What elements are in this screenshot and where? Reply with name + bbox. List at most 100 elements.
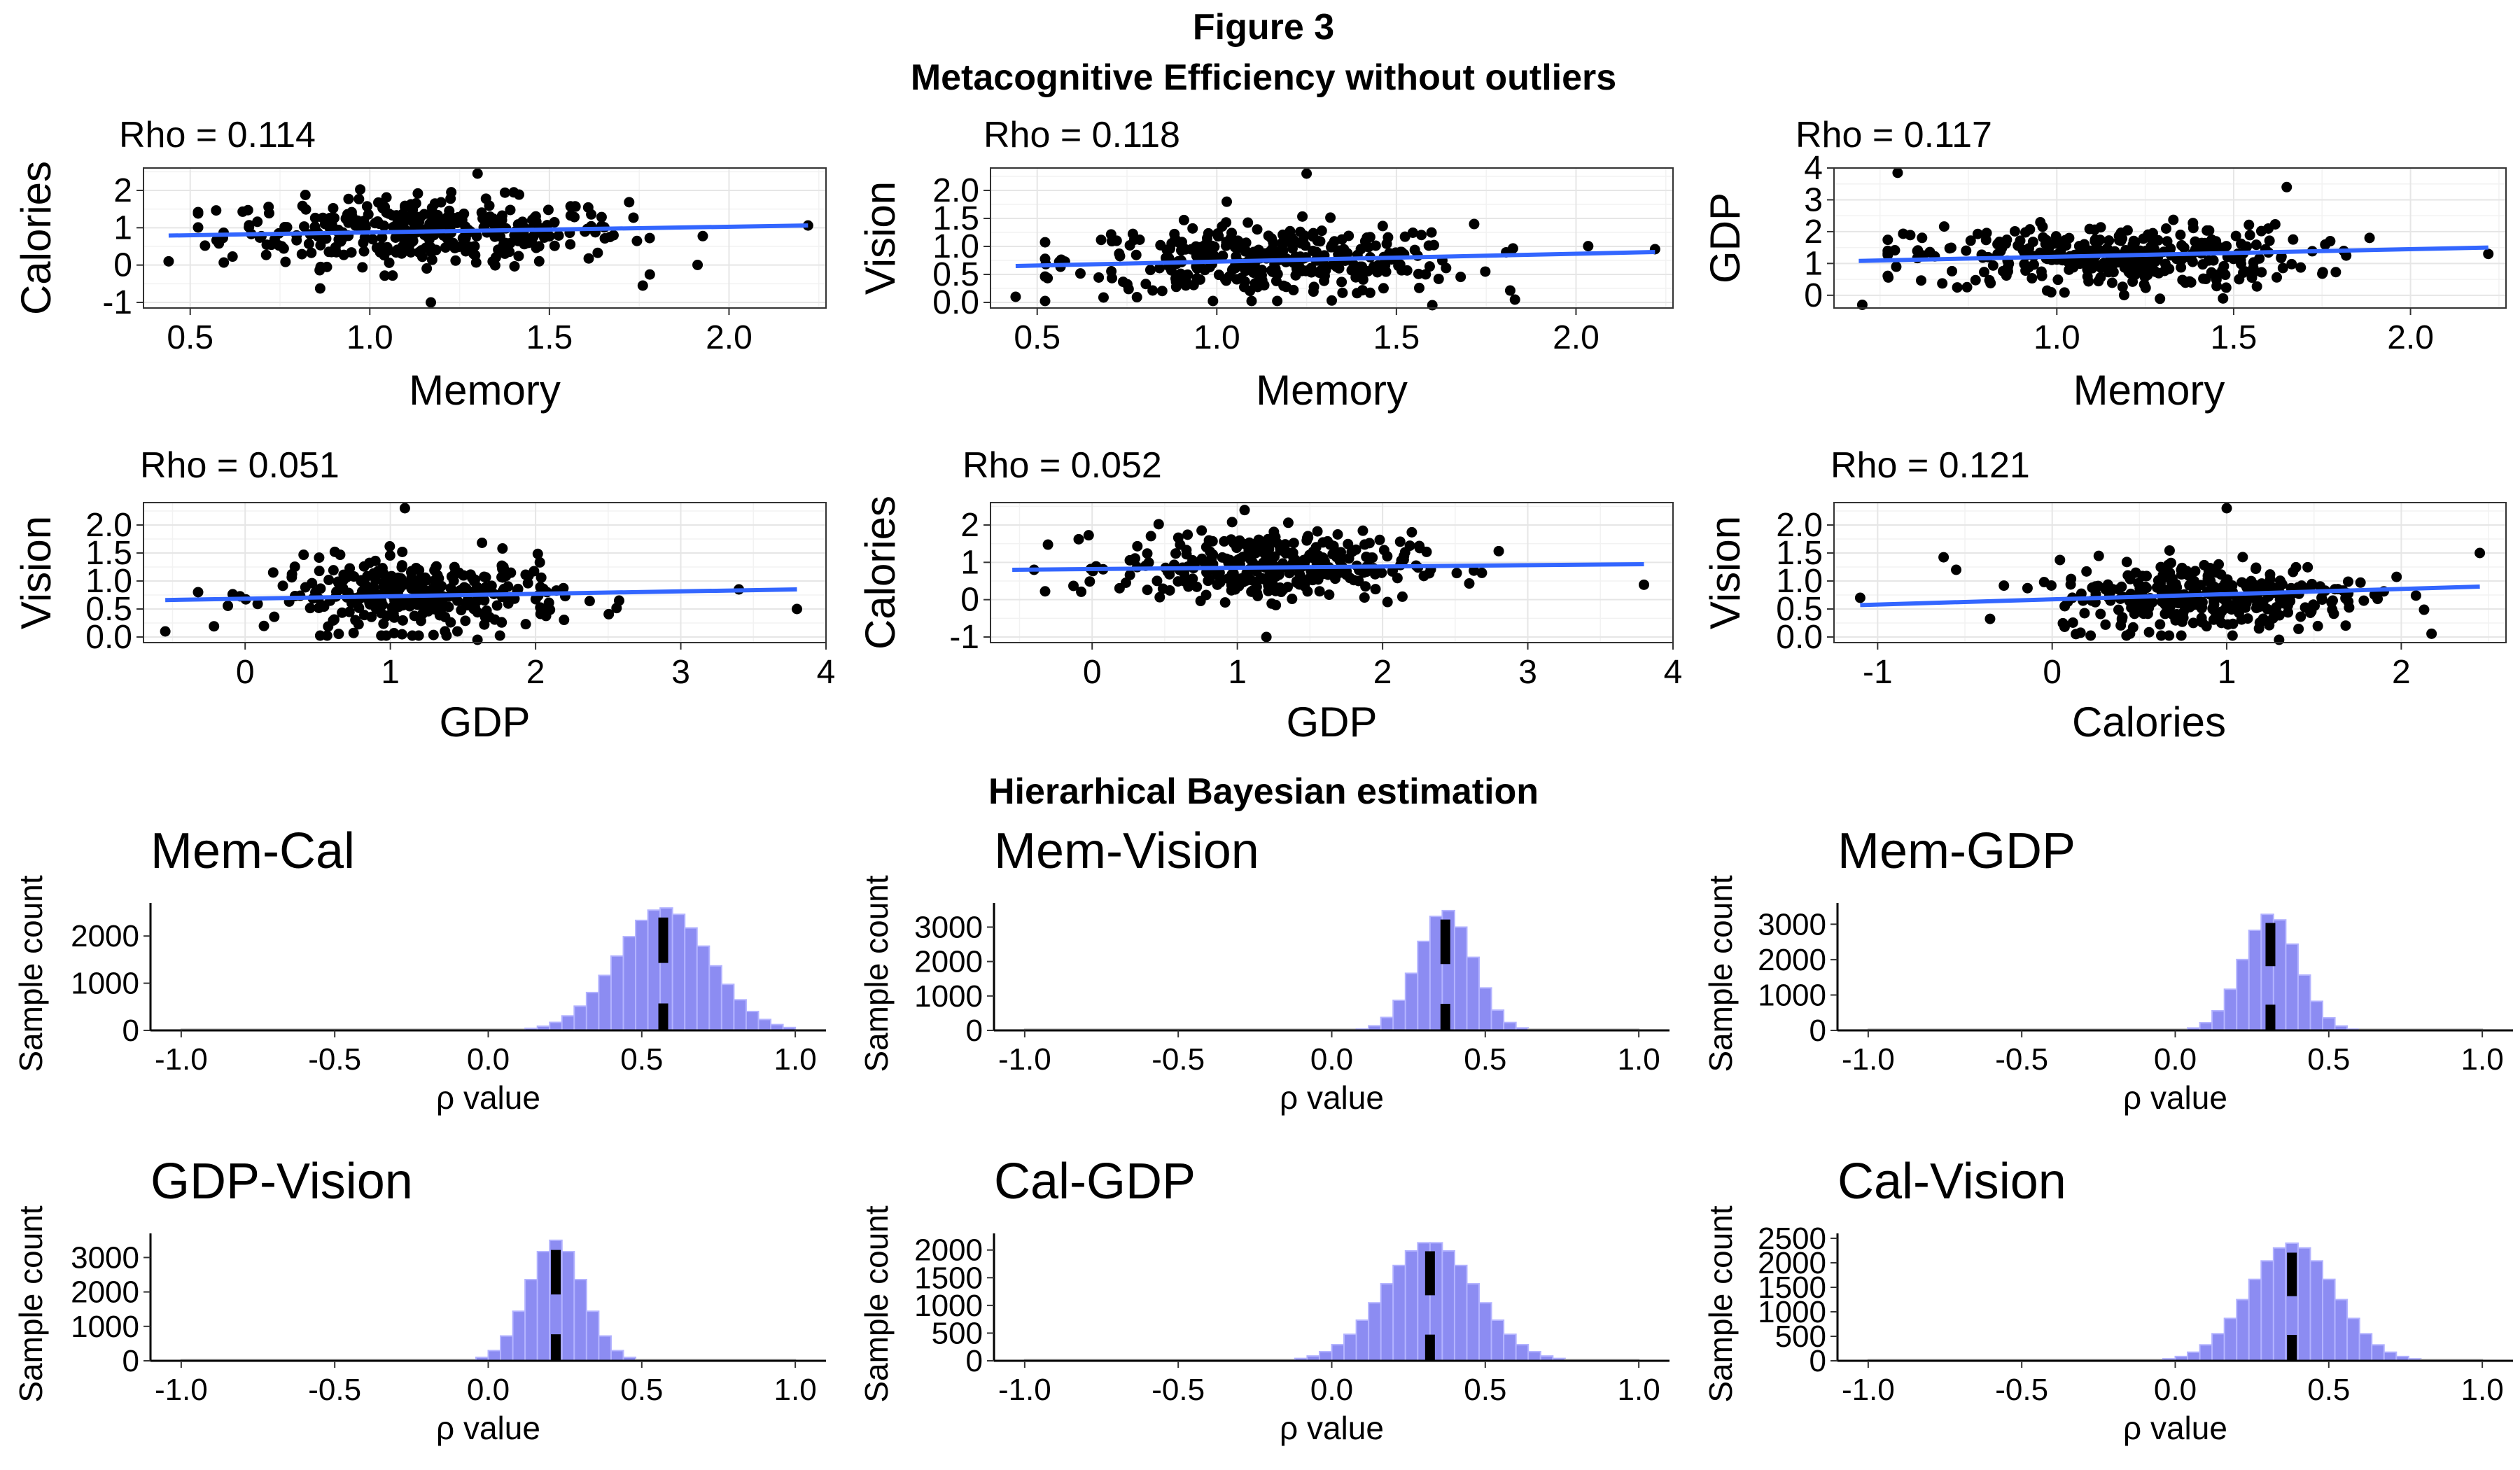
y-axis-title: Sample count — [858, 875, 895, 1072]
scatter-point — [512, 235, 524, 246]
scatter-point — [1328, 540, 1339, 552]
scatter-point — [1156, 286, 1168, 297]
scatter-point — [2115, 235, 2127, 246]
scatter-point — [1246, 295, 1257, 307]
scatter-point — [379, 270, 391, 281]
scatter-point — [160, 626, 171, 637]
scatter-point — [2188, 223, 2199, 234]
scatter-point — [1947, 265, 1958, 276]
scatter-point — [1106, 236, 1117, 247]
x-tick-label: -1.0 — [155, 1373, 208, 1407]
x-tick-label: 0.0 — [1310, 1373, 1353, 1407]
scatter-point — [2283, 607, 2294, 618]
scatter-point — [1469, 565, 1480, 576]
x-tick-label: 0.5 — [1014, 319, 1060, 356]
scatter-point — [1252, 590, 1264, 601]
x-tick-label: 0 — [2043, 654, 2062, 691]
x-tick-label: 3 — [1518, 654, 1537, 691]
scatter-point — [1226, 517, 1238, 528]
rho-label: Rho = 0.052 — [962, 445, 1162, 486]
histogram-bar — [487, 1350, 502, 1362]
histogram-bar — [1380, 1282, 1394, 1362]
scatter-point — [1308, 231, 1319, 242]
scatter-point — [2100, 584, 2111, 595]
scatter-point — [445, 617, 456, 628]
scatter-point — [2184, 601, 2195, 612]
scatter-point — [1352, 288, 1363, 299]
scatter-point — [379, 202, 391, 213]
scatter-point — [1366, 552, 1377, 564]
scatter-point — [1344, 573, 1355, 584]
histogram-bar — [1466, 1282, 1480, 1362]
scatter-point — [624, 197, 635, 208]
histogram-bar — [1478, 1302, 1492, 1362]
y-axis-title: Sample count — [13, 875, 49, 1072]
scatter-point — [1225, 232, 1236, 244]
scatter-point — [1182, 529, 1194, 540]
scatter-point — [1979, 267, 1990, 278]
x-axis-title: ρ value — [1280, 1079, 1384, 1116]
scatter-point — [2235, 255, 2246, 266]
scatter-point — [2155, 293, 2166, 304]
scatter-point — [450, 255, 461, 266]
scatter-point — [611, 603, 622, 614]
scatter-point — [534, 556, 545, 568]
scatter-point — [1040, 237, 1051, 248]
scatter-point — [1301, 168, 1312, 179]
scatter-point — [1883, 272, 1894, 283]
y-tick-label: 0 — [1809, 1014, 1826, 1048]
y-tick-label: 0 — [122, 1014, 139, 1048]
histogram-bar — [598, 974, 612, 1032]
regression-line — [1012, 562, 1644, 572]
scatter-point — [1227, 579, 1238, 590]
scatter-point — [1343, 230, 1354, 241]
scatter-point — [503, 595, 514, 606]
scatter-point — [355, 184, 366, 195]
scatter-point — [453, 211, 464, 223]
x-tick-label: -0.5 — [1995, 1373, 2048, 1407]
x-axis-title: ρ value — [2123, 1079, 2227, 1116]
scatter-point — [2256, 267, 2267, 278]
y-tick-label: 3000 — [914, 910, 983, 944]
scatter-point — [1299, 580, 1310, 592]
histogram-bar — [1429, 916, 1443, 1032]
scatter-point — [218, 257, 230, 268]
scatter-point — [1042, 272, 1054, 284]
x-tick-label: 1 — [381, 654, 400, 691]
y-axis-title: Vision — [1702, 516, 1749, 629]
scatter-point — [1217, 250, 1228, 261]
scatter-point — [1238, 281, 1250, 293]
scatter-point — [1208, 295, 1219, 307]
y-tick-label: 1.5 — [85, 535, 132, 572]
scatter-point — [480, 193, 491, 204]
x-axis-title: GDP — [439, 699, 530, 746]
scatter-point — [1010, 291, 1021, 302]
scatter-point — [2117, 281, 2128, 293]
y-tick-label: 2 — [1804, 214, 1823, 251]
scatter-point — [1984, 274, 1995, 286]
scatter-point — [1404, 540, 1415, 552]
scatter-point — [2288, 234, 2299, 245]
scatter-point — [1248, 267, 1259, 279]
scatter-point — [303, 238, 314, 249]
scatter-point — [2095, 608, 2106, 620]
scatter-point — [1252, 576, 1263, 587]
scatter-point — [1972, 228, 1983, 239]
scatter-point — [2100, 619, 2111, 630]
scatter-point — [565, 201, 576, 212]
scatter-point — [2199, 559, 2210, 570]
histogram-bar — [1380, 1016, 1394, 1031]
x-tick-label: 1.0 — [1194, 319, 1240, 356]
scatter-point — [1074, 268, 1086, 279]
scatter-point — [1368, 261, 1379, 272]
scatter-point — [1378, 283, 1389, 294]
scatter-point — [1249, 250, 1260, 261]
y-tick-label: -1 — [949, 619, 979, 656]
scatter-point — [1416, 230, 1427, 241]
scatter-point — [2027, 237, 2038, 248]
x-tick-label: 1.0 — [2033, 319, 2080, 356]
scatter-point — [1076, 586, 1087, 597]
scatter-point — [2218, 293, 2229, 304]
y-tick-label: 1500 — [914, 1261, 983, 1295]
